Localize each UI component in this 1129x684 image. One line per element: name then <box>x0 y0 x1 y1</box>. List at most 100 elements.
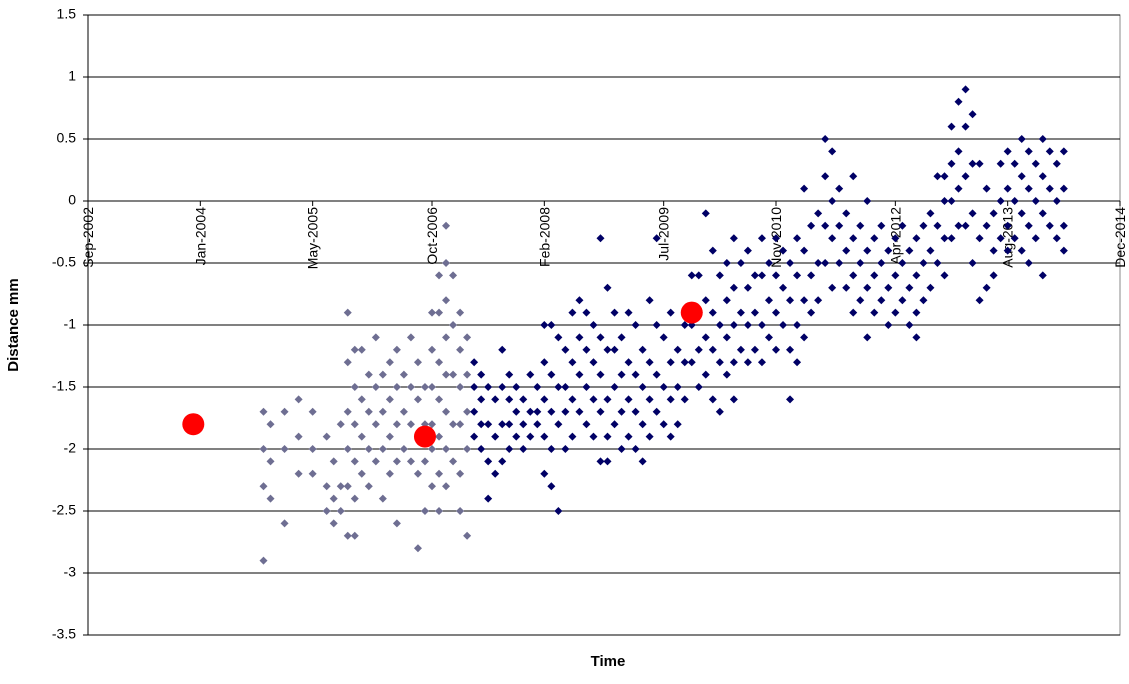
point <box>280 407 289 416</box>
point <box>266 494 275 503</box>
point <box>533 383 542 391</box>
point <box>828 147 837 156</box>
point <box>919 296 928 305</box>
point <box>392 345 401 354</box>
point <box>456 345 465 354</box>
point <box>1052 159 1061 168</box>
point <box>1024 259 1033 267</box>
point <box>877 221 886 230</box>
point <box>413 425 436 448</box>
point <box>498 420 507 429</box>
point <box>954 184 963 193</box>
point <box>456 469 465 478</box>
point <box>842 246 851 255</box>
point <box>989 271 998 280</box>
point <box>554 333 563 342</box>
point <box>456 507 465 515</box>
point <box>491 395 500 404</box>
point <box>582 345 591 354</box>
point <box>428 420 436 429</box>
point <box>582 308 591 317</box>
point <box>750 271 759 280</box>
point <box>638 457 647 466</box>
point <box>463 333 472 342</box>
point <box>1045 147 1054 156</box>
point <box>870 308 879 317</box>
point <box>842 283 851 292</box>
y-tick-label: 0.5 <box>57 130 77 146</box>
point <box>1017 135 1026 143</box>
point <box>561 407 570 416</box>
point <box>828 283 837 292</box>
point <box>1059 221 1068 230</box>
point <box>477 395 486 404</box>
point <box>645 432 654 441</box>
point <box>1052 197 1061 205</box>
point <box>715 358 724 367</box>
point <box>561 383 570 391</box>
point <box>449 321 458 329</box>
point <box>687 271 696 280</box>
point <box>954 97 963 106</box>
y-tick-label: 1.5 <box>57 6 77 22</box>
point <box>863 197 872 205</box>
point <box>582 420 591 429</box>
point <box>961 221 970 230</box>
point <box>1059 184 1068 193</box>
point <box>385 358 394 367</box>
point <box>694 271 703 280</box>
point <box>435 432 444 441</box>
point <box>1031 234 1040 243</box>
point <box>519 445 528 453</box>
point <box>505 445 514 453</box>
point <box>343 445 352 453</box>
point <box>1010 234 1019 243</box>
point <box>680 395 689 404</box>
point <box>975 159 984 168</box>
point <box>919 221 928 230</box>
point <box>519 420 528 429</box>
point <box>392 457 401 466</box>
point <box>1052 234 1061 243</box>
point <box>442 370 451 379</box>
point <box>764 296 773 305</box>
y-tick-label: -2.5 <box>52 502 76 518</box>
point <box>961 122 970 131</box>
y-tick-label: -0.5 <box>52 254 76 270</box>
point <box>961 172 970 181</box>
point <box>835 184 844 193</box>
x-axis-title: Time <box>591 653 626 670</box>
point <box>350 531 359 540</box>
point <box>371 457 380 466</box>
point <box>498 383 507 391</box>
point <box>708 345 717 354</box>
y-tick-label: -2 <box>64 440 77 456</box>
point <box>856 259 865 267</box>
point <box>603 432 612 441</box>
x-tick-label: Oct-2006 <box>424 207 440 265</box>
point <box>406 383 415 391</box>
point <box>364 370 373 379</box>
point <box>399 445 408 453</box>
point <box>568 432 577 441</box>
point <box>561 345 570 354</box>
point <box>364 482 373 491</box>
point <box>919 259 928 267</box>
point <box>1017 246 1026 255</box>
point <box>484 494 493 503</box>
point <box>266 420 275 429</box>
point <box>729 283 738 292</box>
point <box>428 345 436 354</box>
point <box>378 407 387 416</box>
point <box>631 445 640 453</box>
point <box>357 469 366 478</box>
point <box>786 395 795 404</box>
point <box>996 159 1005 168</box>
point <box>849 234 858 243</box>
point <box>793 271 802 280</box>
point <box>849 172 858 181</box>
point <box>350 420 359 429</box>
point <box>835 221 844 230</box>
point <box>350 383 359 391</box>
